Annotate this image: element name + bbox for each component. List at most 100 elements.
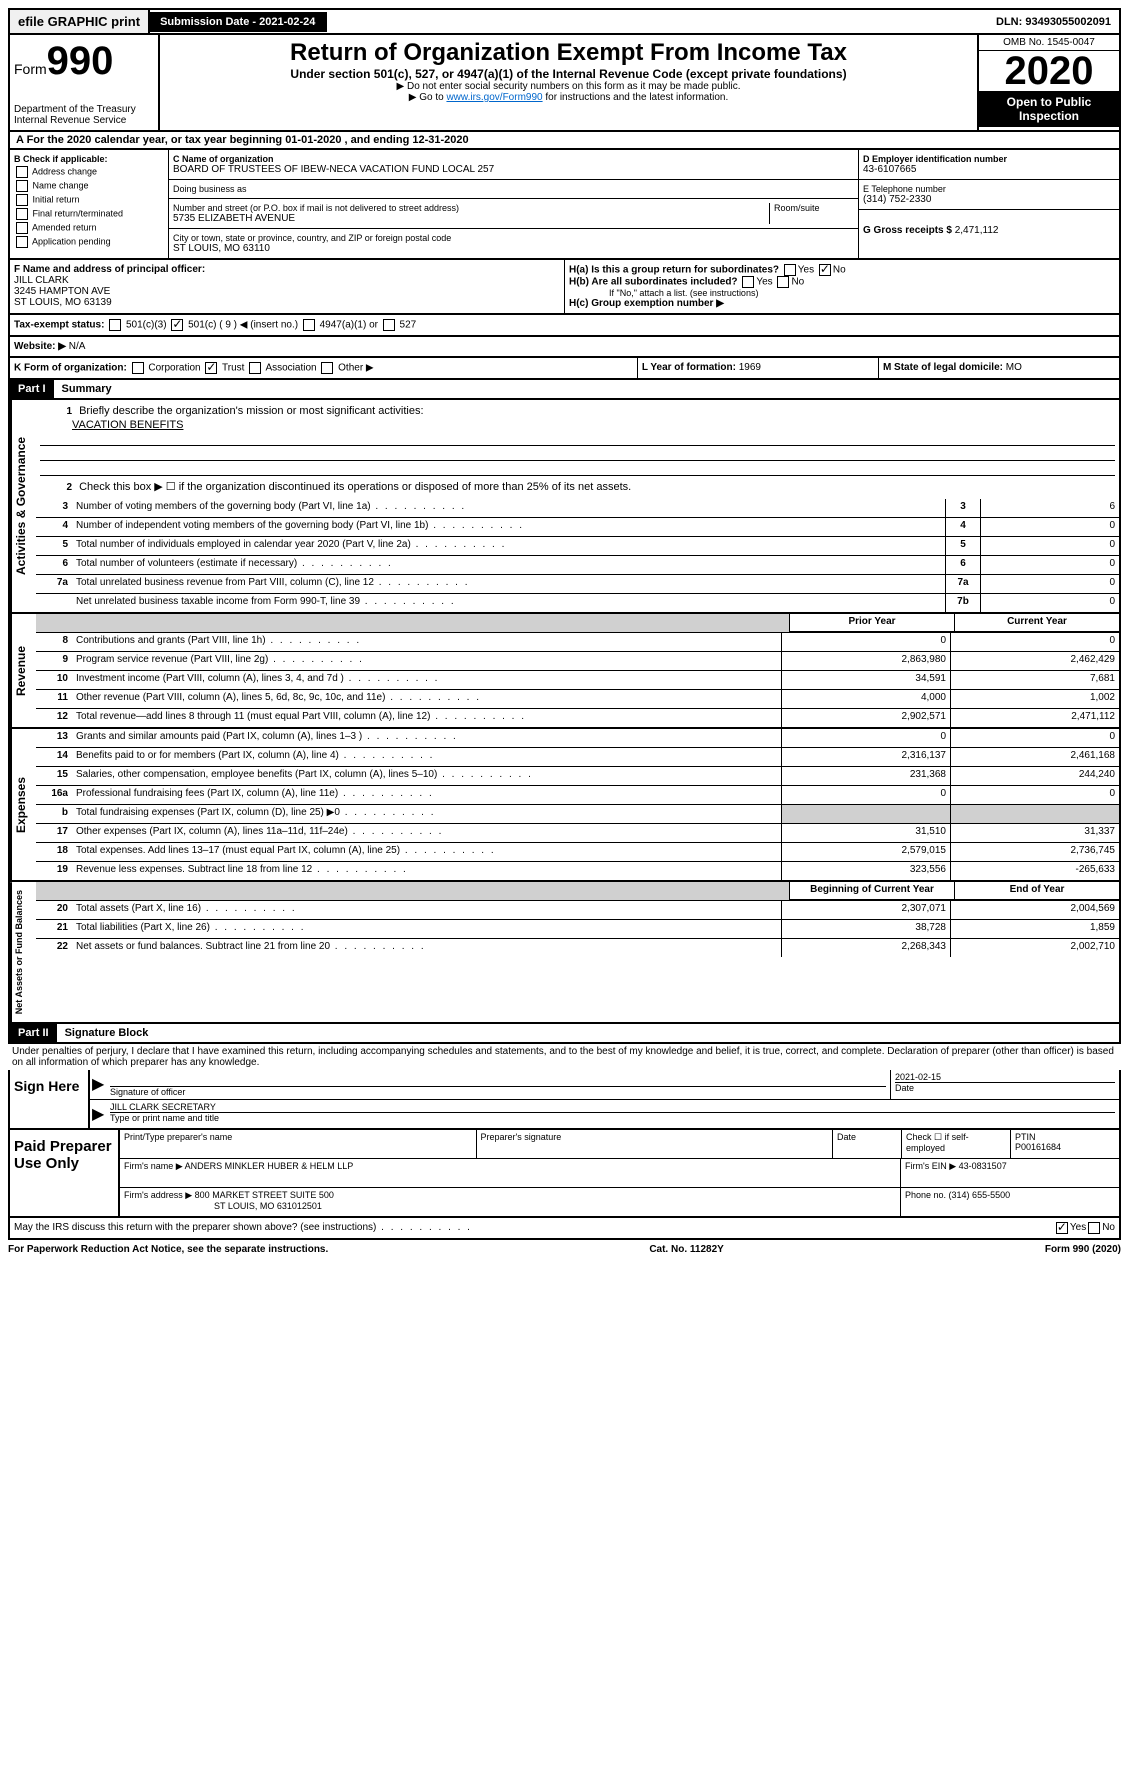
line1-label: Briefly describe the organization's miss… <box>79 405 423 417</box>
hb-label: H(b) Are all subordinates included? Yes … <box>569 276 1115 288</box>
check-address[interactable]: Address change <box>14 166 164 178</box>
summary-line: 11Other revenue (Part VIII, column (A), … <box>36 690 1119 709</box>
firm-addr1: 800 MARKET STREET SUITE 500 <box>195 1190 334 1200</box>
hb-yes[interactable] <box>742 276 754 288</box>
part1-revenue: Revenue Prior Year Current Year 8Contrib… <box>8 614 1121 729</box>
org-name-label: C Name of organization <box>173 154 854 164</box>
side-activities: Activities & Governance <box>10 400 36 612</box>
summary-line: bTotal fundraising expenses (Part IX, co… <box>36 805 1119 824</box>
sign-here-label: Sign Here <box>10 1070 90 1128</box>
part2-badge: Part II <box>10 1024 57 1042</box>
row-klm: K Form of organization: Corporation Trus… <box>8 358 1121 380</box>
hb-no[interactable] <box>777 276 789 288</box>
officer-label: F Name and address of principal officer: <box>14 264 560 275</box>
check-501c[interactable] <box>171 319 183 331</box>
summary-line: 20Total assets (Part X, line 16)2,307,07… <box>36 901 1119 920</box>
check-assoc[interactable] <box>249 362 261 374</box>
hc-label: H(c) Group exemption number ▶ <box>569 298 1115 309</box>
ha-yes[interactable] <box>784 264 796 276</box>
summary-line: 21Total liabilities (Part X, line 26)38,… <box>36 920 1119 939</box>
current-year-header: Current Year <box>954 614 1119 632</box>
dba-label: Doing business as <box>173 184 854 194</box>
summary-line: 4Number of independent voting members of… <box>36 518 1119 537</box>
firm-name-value: ANDERS MINKLER HUBER & HELM LLP <box>185 1161 354 1171</box>
room-label: Room/suite <box>769 203 854 224</box>
officer-addr2: ST LOUIS, MO 63139 <box>14 297 560 308</box>
ein-label: D Employer identification number <box>863 154 1115 164</box>
prep-selfemp[interactable]: Check ☐ if self-employed <box>902 1130 1011 1158</box>
receipts-label: G Gross receipts $ <box>863 225 955 236</box>
efile-button[interactable]: efile GRAPHIC print <box>10 10 150 33</box>
row-i: Tax-exempt status: 501(c)(3) 501(c) ( 9 … <box>8 315 1121 337</box>
org-city: ST LOUIS, MO 63110 <box>173 243 854 254</box>
discuss-text: May the IRS discuss this return with the… <box>14 1222 1054 1234</box>
officer-addr1: 3245 HAMPTON AVE <box>14 286 560 297</box>
website-label: Website: ▶ <box>14 341 66 352</box>
dln-label: DLN: 93493055002091 <box>988 12 1119 32</box>
arrow-icon: ▶ <box>90 1100 106 1128</box>
discuss-yes[interactable] <box>1056 1222 1068 1234</box>
check-initial[interactable]: Initial return <box>14 194 164 206</box>
check-4947[interactable] <box>303 319 315 331</box>
summary-line: 17Other expenses (Part IX, column (A), l… <box>36 824 1119 843</box>
receipts-value: 2,471,112 <box>955 225 999 236</box>
check-corp[interactable] <box>132 362 144 374</box>
check-trust[interactable] <box>205 362 217 374</box>
firm-addr-label: Firm's address ▶ <box>124 1190 192 1200</box>
ha-no[interactable] <box>819 264 831 276</box>
sig-name-value: JILL CLARK SECRETARY <box>110 1102 1115 1112</box>
firm-ein-value: 43-0831507 <box>959 1161 1007 1171</box>
firm-addr2: ST LOUIS, MO 631012501 <box>124 1201 322 1211</box>
row-j: Website: ▶ N/A <box>8 337 1121 358</box>
discuss-no[interactable] <box>1088 1222 1100 1234</box>
form-title: Return of Organization Exempt From Incom… <box>164 39 973 67</box>
sig-name-label: Type or print name and title <box>110 1112 1115 1123</box>
end-header: End of Year <box>954 882 1119 900</box>
form-note2: ▶ Go to www.irs.gov/Form990 for instruct… <box>164 92 973 103</box>
firm-ein-label: Firm's EIN ▶ <box>905 1161 956 1171</box>
prep-print-label: Print/Type preparer's name <box>120 1130 477 1158</box>
paperwork-notice: For Paperwork Reduction Act Notice, see … <box>8 1244 328 1255</box>
summary-line: 13Grants and similar amounts paid (Part … <box>36 729 1119 748</box>
section-a: A For the 2020 calendar year, or tax yea… <box>8 132 1121 150</box>
summary-line: 10Investment income (Part VIII, column (… <box>36 671 1119 690</box>
form-number: 990 <box>47 39 114 83</box>
prep-phone-label: Phone no. <box>905 1190 949 1200</box>
part1-header-row: Part I Summary <box>8 380 1121 400</box>
row-f-h: F Name and address of principal officer:… <box>8 260 1121 315</box>
summary-line: 9Program service revenue (Part VIII, lin… <box>36 652 1119 671</box>
prep-date-label: Date <box>833 1130 902 1158</box>
check-name[interactable]: Name change <box>14 180 164 192</box>
summary-line: 6Total number of volunteers (estimate if… <box>36 556 1119 575</box>
line2-text: Check this box ▶ ☐ if the organization d… <box>79 481 631 493</box>
dept-label: Department of the TreasuryInternal Reven… <box>14 104 154 126</box>
ptin-label: PTIN <box>1015 1132 1115 1142</box>
irs-link[interactable]: www.irs.gov/Form990 <box>446 92 542 103</box>
org-name: BOARD OF TRUSTEES OF IBEW-NECA VACATION … <box>173 164 854 175</box>
side-expenses: Expenses <box>10 729 36 880</box>
preparer-label: Paid Preparer Use Only <box>10 1130 120 1216</box>
summary-line: 7aTotal unrelated business revenue from … <box>36 575 1119 594</box>
check-pending[interactable]: Application pending <box>14 236 164 248</box>
check-amended[interactable]: Amended return <box>14 222 164 234</box>
line1-value: VACATION BENEFITS <box>40 419 1115 431</box>
officer-name: JILL CLARK <box>14 275 560 286</box>
part2-header-row: Part II Signature Block <box>8 1024 1121 1044</box>
summary-line: Net unrelated business taxable income fr… <box>36 594 1119 612</box>
check-501c3[interactable] <box>109 319 121 331</box>
submission-date: Submission Date - 2021-02-24 <box>150 12 327 32</box>
part1-title: Summary <box>54 383 112 395</box>
phone-value: (314) 752-2330 <box>863 194 1115 205</box>
part1-activities: Activities & Governance 1 Briefly descri… <box>8 400 1121 614</box>
phone-label: E Telephone number <box>863 184 1115 194</box>
ha-label: H(a) Is this a group return for subordin… <box>569 264 1115 276</box>
footer-bottom: For Paperwork Reduction Act Notice, see … <box>8 1240 1121 1259</box>
check-final[interactable]: Final return/terminated <box>14 208 164 220</box>
firm-name-label: Firm's name ▶ <box>124 1161 183 1171</box>
ein-value: 43-6107665 <box>863 164 1115 175</box>
check-527[interactable] <box>383 319 395 331</box>
check-other[interactable] <box>321 362 333 374</box>
website-value: N/A <box>69 341 86 352</box>
main-info: B Check if applicable: Address change Na… <box>8 150 1121 260</box>
perjury-text: Under penalties of perjury, I declare th… <box>8 1044 1121 1070</box>
